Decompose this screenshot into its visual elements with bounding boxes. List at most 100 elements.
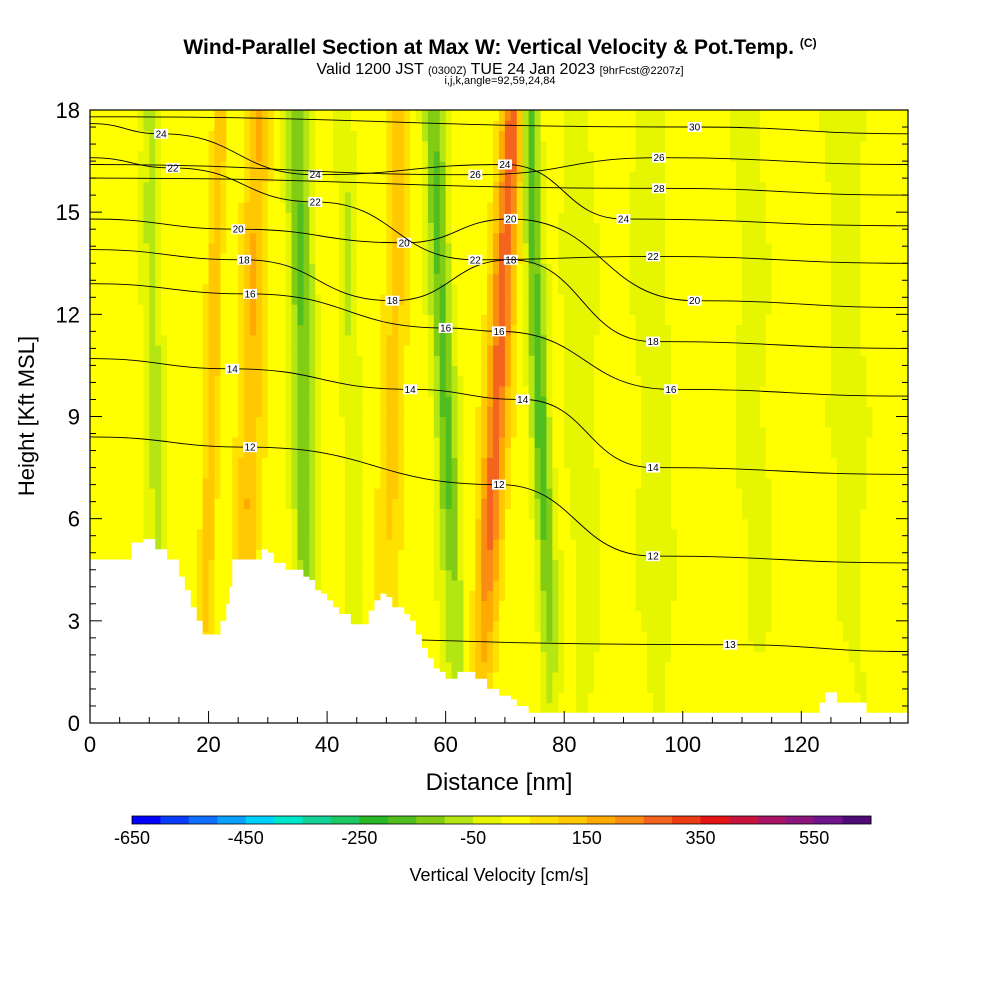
velocity-cell	[184, 314, 192, 326]
velocity-cell	[570, 641, 577, 653]
velocity-cell	[576, 620, 583, 632]
velocity-cell	[214, 447, 222, 458]
velocity-cell	[208, 620, 216, 632]
velocity-cell	[172, 467, 180, 479]
velocity-cell	[214, 242, 222, 254]
velocity-cell	[137, 488, 144, 499]
velocity-cell	[558, 508, 565, 520]
velocity-cell	[445, 140, 453, 152]
velocity-cell	[386, 559, 393, 571]
velocity-cell	[167, 212, 174, 223]
velocity-cell	[202, 120, 210, 132]
velocity-cell	[244, 457, 251, 469]
velocity-cell	[392, 508, 399, 520]
velocity-cell	[208, 242, 216, 254]
velocity-cell	[137, 222, 144, 234]
velocity-cell	[534, 488, 542, 499]
velocity-cell	[416, 273, 423, 285]
velocity-cell	[155, 539, 162, 550]
velocity-cell	[469, 396, 476, 407]
velocity-cell	[291, 171, 299, 183]
velocity-cell	[380, 324, 387, 336]
velocity-cell	[392, 549, 399, 561]
velocity-cell	[493, 365, 500, 377]
velocity-cell	[564, 304, 571, 315]
velocity-cell	[368, 334, 376, 346]
velocity-cell	[267, 212, 275, 223]
velocity-cell	[321, 120, 328, 132]
velocity-cell	[522, 140, 530, 152]
velocity-cell	[362, 201, 370, 213]
velocity-cell	[445, 396, 453, 407]
velocity-cell	[172, 549, 180, 561]
velocity-cell	[184, 283, 192, 295]
velocity-cell	[113, 426, 121, 438]
velocity-cell	[291, 314, 299, 326]
velocity-cell	[576, 181, 583, 193]
velocity-cell	[552, 559, 559, 571]
velocity-cell	[315, 396, 322, 407]
velocity-cell	[167, 396, 174, 407]
velocity-cell	[421, 191, 429, 203]
velocity-cell	[333, 579, 340, 591]
velocity-cell	[576, 579, 583, 591]
velocity-cell	[131, 334, 139, 346]
velocity-cell	[273, 314, 281, 326]
velocity-cell	[167, 171, 174, 183]
velocity-cell	[540, 610, 548, 622]
velocity-cell	[427, 467, 435, 479]
velocity-cell	[380, 242, 387, 254]
velocity-cell	[90, 110, 97, 121]
velocity-cell	[338, 161, 346, 172]
velocity-cell	[368, 590, 376, 601]
velocity-cell	[172, 222, 180, 234]
velocity-cell	[558, 334, 565, 346]
velocity-cell	[95, 130, 103, 142]
velocity-cell	[137, 344, 144, 356]
velocity-cell	[167, 334, 174, 346]
velocity-cell	[303, 181, 310, 193]
velocity-cell	[469, 559, 476, 571]
velocity-cell	[95, 120, 103, 132]
velocity-cell	[297, 508, 304, 520]
velocity-cell	[350, 528, 358, 540]
velocity-cell	[113, 273, 121, 285]
velocity-cell	[238, 181, 245, 193]
velocity-cell	[362, 161, 370, 172]
velocity-cell	[356, 467, 364, 479]
velocity-cell	[155, 508, 162, 520]
velocity-cell	[576, 344, 583, 356]
velocity-cell	[202, 620, 210, 632]
velocity-cell	[410, 365, 417, 377]
velocity-cell	[546, 559, 553, 571]
velocity-cell	[214, 365, 222, 377]
velocity-cell	[90, 212, 97, 223]
velocity-cell	[540, 385, 548, 397]
velocity-cell	[107, 201, 115, 213]
velocity-cell	[493, 549, 500, 561]
velocity-cell	[368, 181, 376, 193]
velocity-cell	[392, 171, 399, 183]
velocity-cell	[327, 559, 334, 571]
velocity-cell	[552, 242, 559, 254]
velocity-cell	[184, 375, 192, 387]
velocity-cell	[570, 212, 577, 223]
velocity-cell	[131, 130, 139, 142]
velocity-cell	[90, 314, 97, 326]
velocity-cell	[172, 508, 180, 520]
velocity-cell	[564, 702, 571, 714]
velocity-cell	[214, 488, 222, 499]
velocity-cell	[475, 232, 482, 244]
velocity-cell	[279, 171, 287, 183]
velocity-cell	[285, 181, 293, 193]
velocity-cell	[368, 488, 376, 499]
velocity-cell	[386, 201, 393, 213]
velocity-cell	[214, 426, 222, 438]
velocity-cell	[161, 447, 168, 458]
velocity-cell	[362, 569, 370, 581]
velocity-cell	[226, 447, 233, 458]
velocity-cell	[279, 222, 287, 234]
velocity-cell	[570, 457, 577, 469]
velocity-cell	[504, 467, 512, 479]
velocity-cell	[475, 559, 482, 571]
